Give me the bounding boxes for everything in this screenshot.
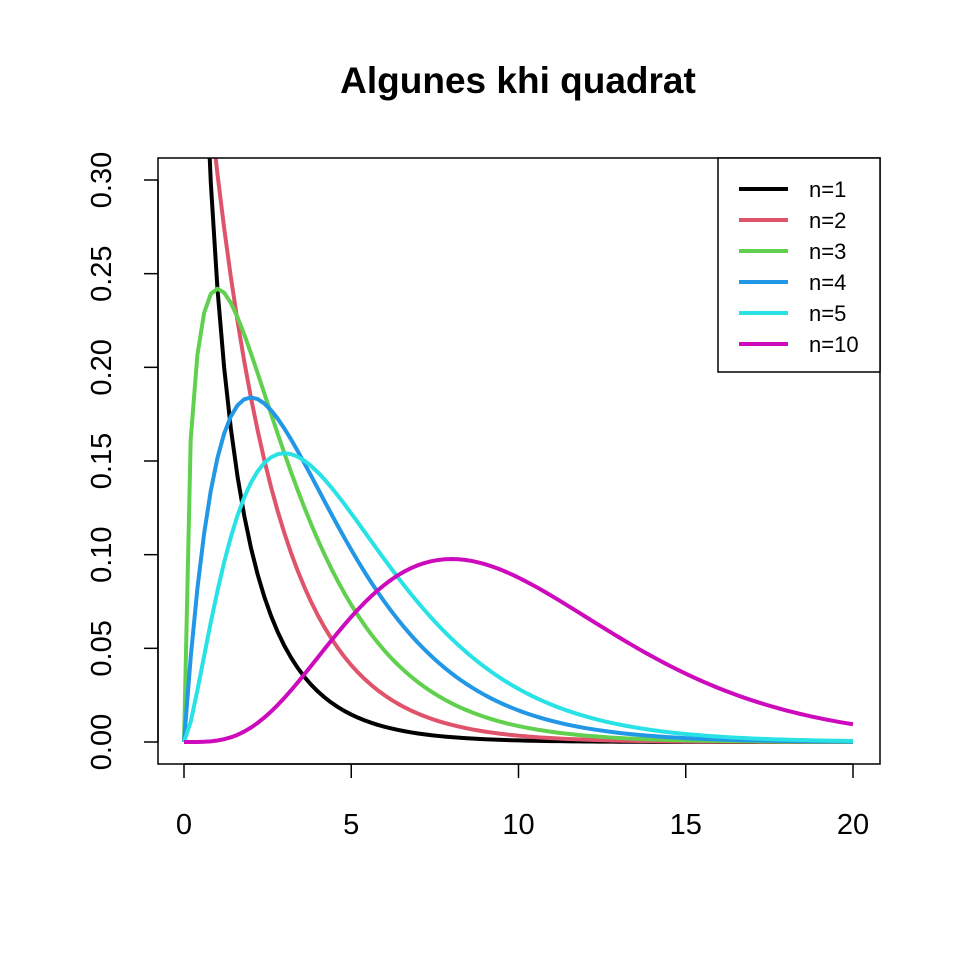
x-tick-label: 20 <box>837 809 869 841</box>
chart-title: Algunes khi quadrat <box>340 60 696 101</box>
legend-label-n=5: n=5 <box>809 301 846 326</box>
legend-label-n=10: n=10 <box>809 332 859 357</box>
x-tick-label: 15 <box>670 809 702 841</box>
series-line-n=5 <box>182 451 854 743</box>
y-tick-label: 0.00 <box>86 714 118 770</box>
y-tick-label: 0.25 <box>86 245 118 301</box>
legend-label-n=2: n=2 <box>809 208 846 233</box>
y-tick-label: 0.10 <box>86 526 118 582</box>
y-tick-label: 0.05 <box>86 620 118 676</box>
y-axis: 0.00 0.05 0.10 0.15 0.20 0.25 0.30 <box>86 152 159 770</box>
legend: n=1 n=2 n=3 n=4 n=5 n=10 <box>717 157 881 373</box>
legend-label-n=4: n=4 <box>809 270 846 295</box>
x-tick-label: 5 <box>343 809 359 841</box>
x-tick-label: 0 <box>176 809 192 841</box>
x-tick-label: 10 <box>502 809 534 841</box>
series-line-n=10 <box>184 557 854 744</box>
y-tick-label: 0.20 <box>86 339 118 395</box>
series-line-n=4 <box>182 395 854 744</box>
y-tick-label: 0.30 <box>86 152 118 208</box>
y-tick-label: 0.15 <box>86 433 118 489</box>
legend-box <box>717 157 881 373</box>
series-layer <box>182 158 854 744</box>
x-axis: 0 5 10 15 20 <box>176 763 869 841</box>
legend-label-n=3: n=3 <box>809 239 846 264</box>
legend-label-n=1: n=1 <box>809 177 846 202</box>
